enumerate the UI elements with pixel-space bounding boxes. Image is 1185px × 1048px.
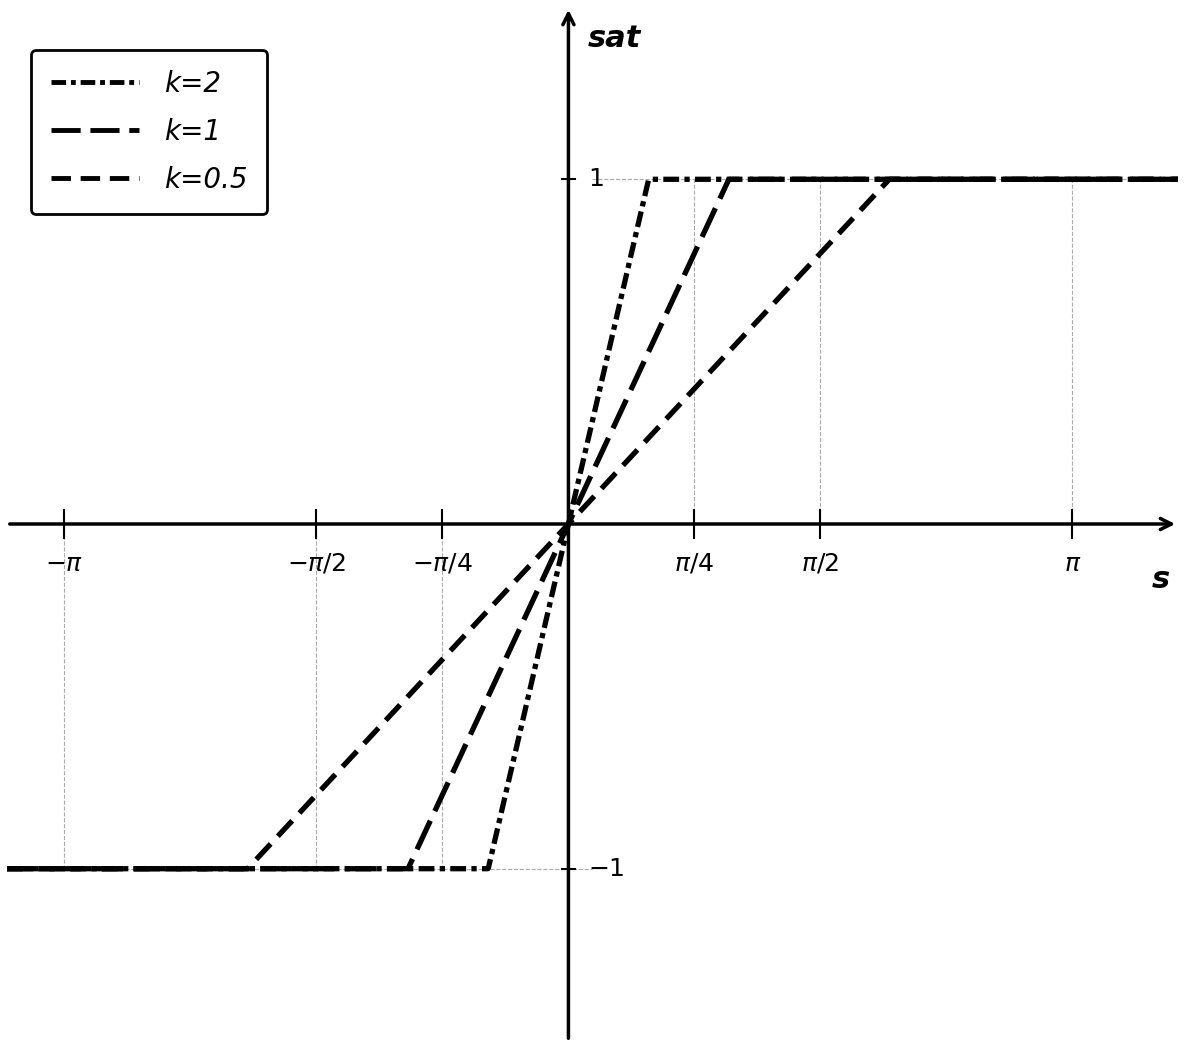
Text: $\pi/2$: $\pi/2$: [801, 551, 839, 575]
Text: $-1$: $-1$: [588, 856, 624, 880]
Text: $\pi$: $\pi$: [1064, 551, 1081, 575]
Text: $1$: $1$: [588, 168, 603, 192]
Text: $-\pi/2$: $-\pi/2$: [287, 551, 346, 575]
Text: $\pi/4$: $\pi/4$: [674, 551, 715, 575]
Text: sat: sat: [588, 24, 641, 53]
Text: $-\pi/4$: $-\pi/4$: [412, 551, 473, 575]
Text: s: s: [1152, 565, 1170, 594]
Legend: k=2, k=1, k=0.5: k=2, k=1, k=0.5: [31, 50, 267, 215]
Text: $-\pi$: $-\pi$: [45, 551, 84, 575]
